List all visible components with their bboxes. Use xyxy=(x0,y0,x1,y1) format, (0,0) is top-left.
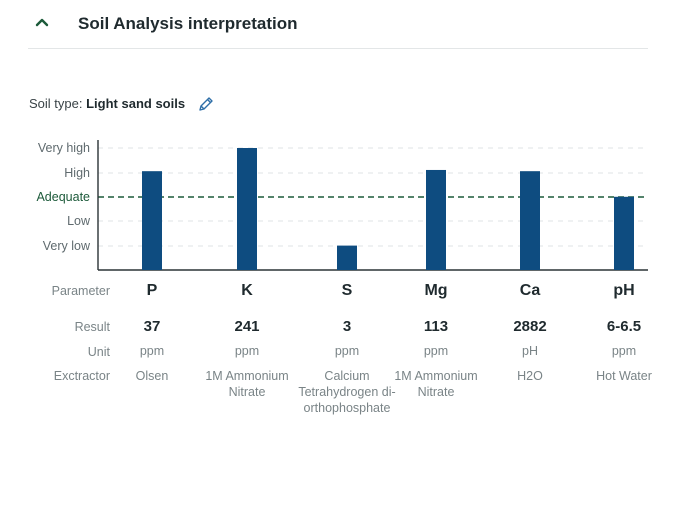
section-header: Soil Analysis interpretation xyxy=(0,0,677,50)
extractor-line: H2O xyxy=(517,369,543,383)
row-label-extractor: Exctractor xyxy=(53,369,110,383)
extractor-line: 1M Ammonium xyxy=(394,369,478,383)
result-cell: 37 xyxy=(143,318,161,335)
row-label-result: Result xyxy=(74,320,110,334)
parameter-cell: Mg xyxy=(424,282,448,299)
bar-ca xyxy=(520,171,540,270)
extractor-line: 1M Ammonium xyxy=(205,369,289,383)
y-tick-label: Low xyxy=(67,214,91,228)
divider xyxy=(28,48,648,49)
extractor-line: Tetrahydrogen di- xyxy=(298,385,396,399)
soil-analysis-chart: Very low Low Adequate High Very high xyxy=(36,140,648,271)
extractor-cell: 1M Ammonium Nitrate xyxy=(192,368,302,400)
y-tick-label: Very high xyxy=(38,141,90,155)
extractor-line: orthophosphate xyxy=(303,401,391,415)
pencil-icon[interactable] xyxy=(197,95,215,113)
unit-cell: ppm xyxy=(611,344,637,358)
extractor-line: Nitrate xyxy=(417,385,455,399)
bar-p xyxy=(142,171,162,270)
parameter-cell: pH xyxy=(613,282,635,299)
extractor-line: Calcium xyxy=(324,369,370,383)
parameter-cell: K xyxy=(241,282,253,299)
bar-k xyxy=(237,148,257,270)
bar-ph xyxy=(614,196,634,270)
section-title: Soil Analysis interpretation xyxy=(78,14,298,33)
parameter-cell: P xyxy=(146,282,158,299)
unit-cell: pH xyxy=(522,344,538,358)
result-cell: 241 xyxy=(234,318,260,335)
extractor-cell: Hot Water xyxy=(569,368,677,384)
y-tick-label: High xyxy=(64,166,90,180)
result-cell: 3 xyxy=(342,318,352,335)
result-cell: 6-6.5 xyxy=(606,318,642,335)
extractor-line: Nitrate xyxy=(228,385,266,399)
result-cell: 2882 xyxy=(513,318,547,335)
bar-mg xyxy=(426,169,446,270)
extractor-line: Olsen xyxy=(135,369,169,383)
extractor-cell: Calcium Tetrahydrogen di-orthophosphate xyxy=(292,368,402,416)
row-label-unit: Unit xyxy=(87,345,110,359)
unit-cell: ppm xyxy=(423,344,449,358)
y-tick-label: Adequate xyxy=(36,190,90,204)
parameter-cell: Ca xyxy=(519,282,541,299)
parameter-cell: S xyxy=(341,282,353,299)
row-label-parameter: Parameter xyxy=(51,284,110,298)
extractor-line: Hot Water xyxy=(596,369,652,383)
extractor-cell: H2O xyxy=(475,368,585,384)
soil-type-label: Soil type: xyxy=(29,96,83,111)
soil-type-row: Soil type: Light sand soils xyxy=(29,96,185,111)
extractor-cell: 1M Ammonium Nitrate xyxy=(381,368,491,400)
result-cell: 113 xyxy=(423,318,449,335)
unit-cell: ppm xyxy=(139,344,165,358)
y-tick-label: Very low xyxy=(43,239,91,253)
chevron-up-icon[interactable] xyxy=(33,13,51,31)
bar-s xyxy=(337,245,357,270)
unit-cell: ppm xyxy=(334,344,360,358)
soil-type-value: Light sand soils xyxy=(86,96,186,111)
extractor-cell: Olsen xyxy=(97,368,207,384)
unit-cell: ppm xyxy=(234,344,260,358)
